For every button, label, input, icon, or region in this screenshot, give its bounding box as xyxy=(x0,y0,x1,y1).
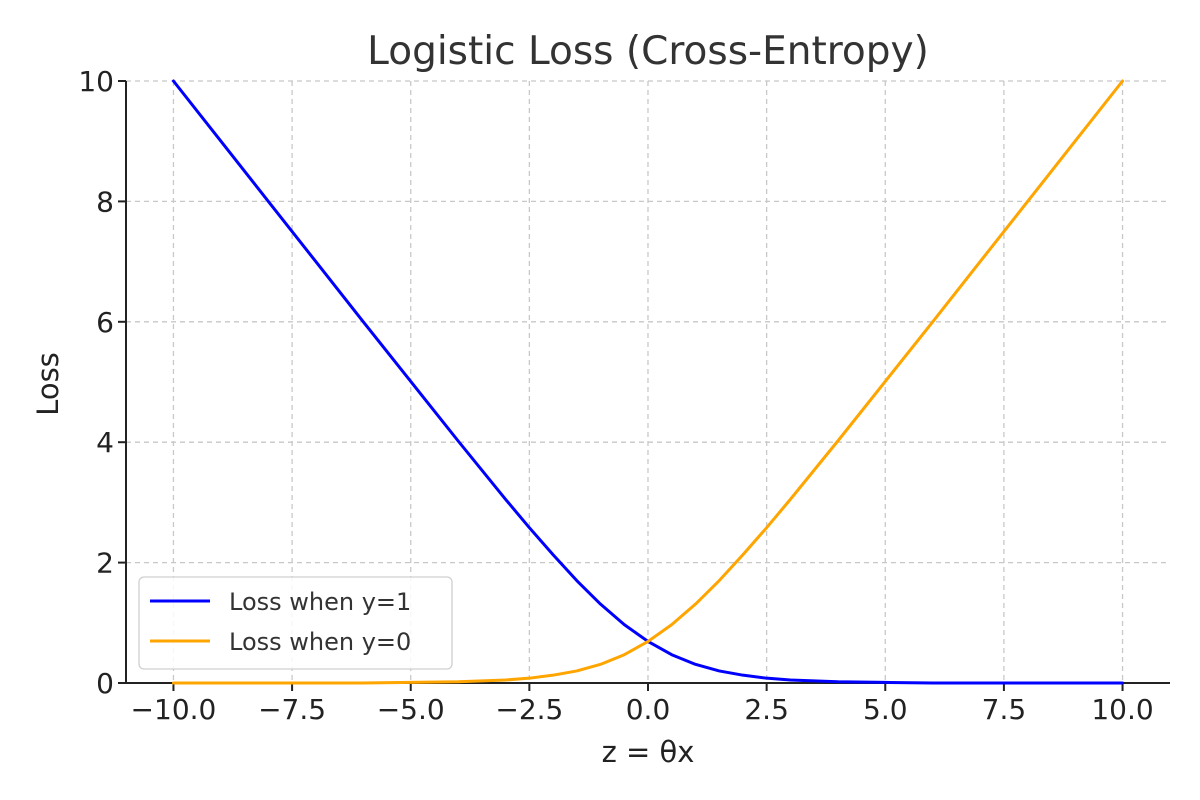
y-tick-label: 8 xyxy=(96,185,114,218)
y-tick-label: 6 xyxy=(96,306,114,339)
legend-label-loss-y0: Loss when y=0 xyxy=(229,628,411,656)
x-tick-label: −10.0 xyxy=(131,693,217,726)
x-tick-label: 7.5 xyxy=(982,693,1027,726)
x-axis-label: z = θx xyxy=(602,735,695,769)
x-tick-label: −5.0 xyxy=(377,693,445,726)
x-tick-label: 0.0 xyxy=(626,693,671,726)
y-tick-label: 10 xyxy=(78,65,114,98)
x-tick-label: −7.5 xyxy=(258,693,326,726)
x-tick-label: 5.0 xyxy=(863,693,908,726)
legend-box xyxy=(138,576,453,670)
y-tick-label: 0 xyxy=(96,667,114,700)
series-line-loss-y0 xyxy=(171,79,1125,685)
x-tick-label: 2.5 xyxy=(744,693,789,726)
series-lines xyxy=(171,79,1125,685)
y-axis-label: Loss xyxy=(31,352,65,416)
x-tick-label: −2.5 xyxy=(495,693,563,726)
y-tick-label: 2 xyxy=(96,547,114,580)
chart-title: Logistic Loss (Cross-Entropy) xyxy=(367,29,929,74)
legend: Loss when y=1 Loss when y=0 xyxy=(138,576,453,670)
x-tick-label: 10.0 xyxy=(1091,693,1153,726)
y-tick-label: 4 xyxy=(96,426,114,459)
legend-label-loss-y1: Loss when y=1 xyxy=(229,588,411,616)
axes: −10.0 −7.5 −5.0 −2.5 0.0 2.5 5.0 7.5 10.0 0 2 4 6 8 10 xyxy=(78,65,1170,726)
